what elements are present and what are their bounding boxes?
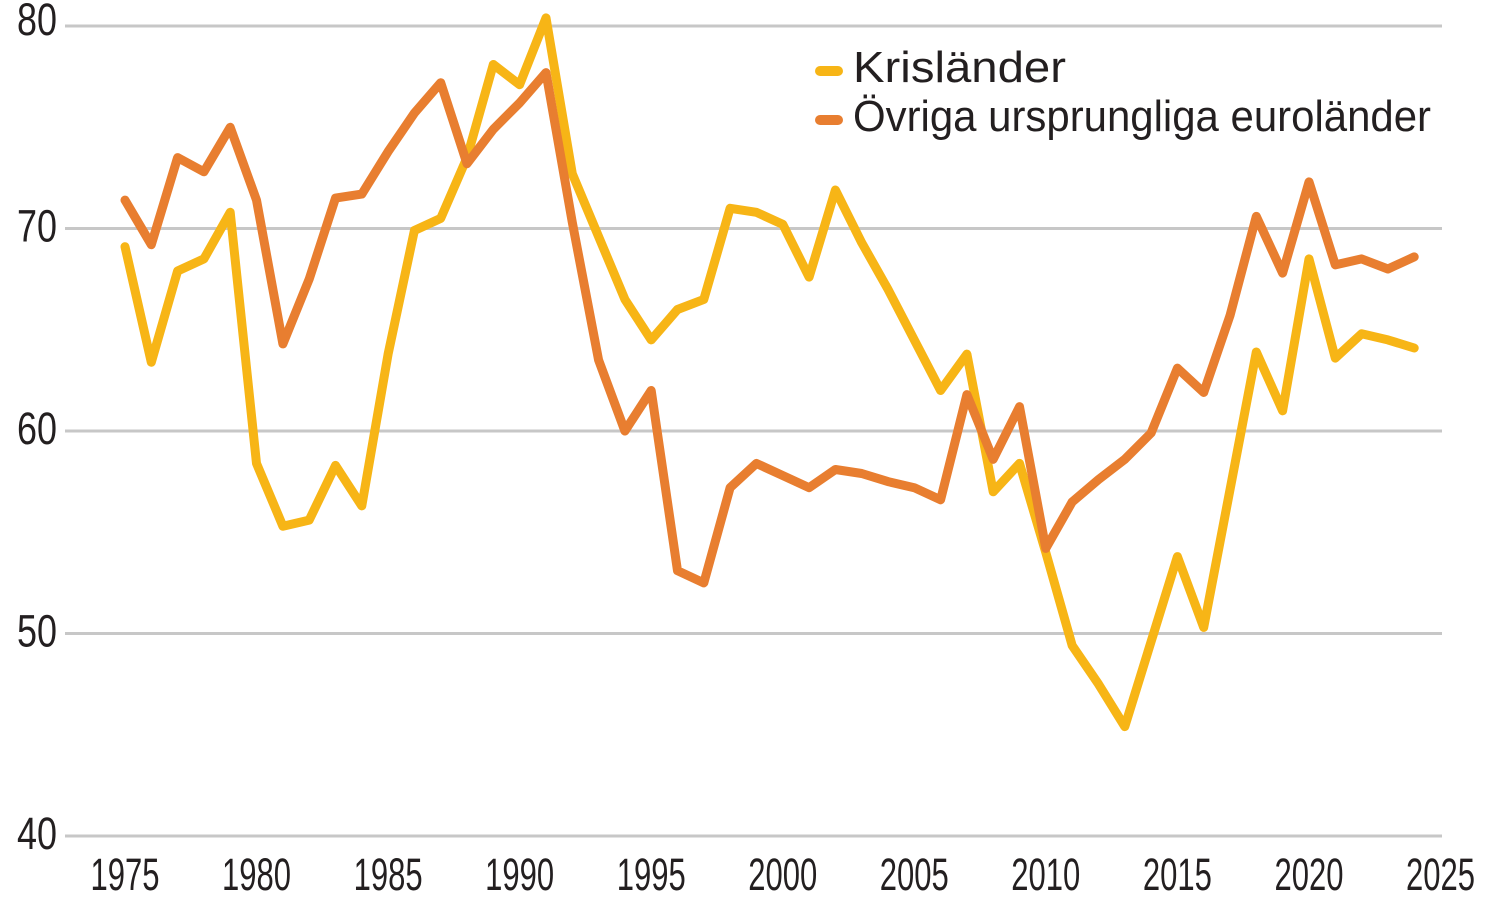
series-line-1: [120, 13, 1419, 732]
y-axis-labels: 80 70 60 50 40: [17, 0, 57, 859]
legend-swatch-2: [815, 115, 843, 125]
x-axis-label-2025: 2025: [1406, 849, 1475, 900]
x-axis-labels: 1975 1980 1985 1990 1995 2000 2005 2010 2015 2020…: [91, 849, 1476, 900]
x-axis-label-2010: 2010: [1011, 849, 1080, 900]
legend-swatch-1: [815, 66, 843, 76]
x-axis-label-2015: 2015: [1143, 849, 1212, 900]
x-axis-label-2005: 2005: [880, 849, 949, 900]
series-lines: [120, 13, 1419, 732]
y-axis-label-80: 80: [17, 0, 57, 45]
legend-label-1: Krisländer: [853, 43, 1066, 92]
y-axis-label-50: 50: [17, 606, 57, 657]
x-axis-label-2020: 2020: [1275, 849, 1344, 900]
x-axis-label-1980: 1980: [222, 849, 291, 900]
series-line-2: [120, 68, 1419, 588]
x-axis-label-1985: 1985: [354, 849, 423, 900]
x-axis-label-2000: 2000: [748, 849, 817, 900]
x-axis-label-1990: 1990: [485, 849, 554, 900]
x-axis-label-1975: 1975: [91, 849, 160, 900]
x-axis-label-1995: 1995: [617, 849, 686, 900]
y-axis-label-70: 70: [17, 201, 57, 252]
gridlines: [65, 24, 1442, 838]
y-axis-label-40: 40: [17, 808, 57, 859]
legend-label-2: Övriga ursprungliga euroländer: [853, 92, 1431, 141]
y-axis-label-60: 60: [17, 403, 57, 454]
